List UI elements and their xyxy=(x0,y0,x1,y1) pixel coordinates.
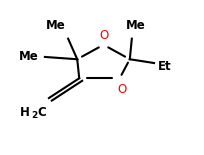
Text: Me: Me xyxy=(125,19,145,32)
Text: H: H xyxy=(20,106,29,119)
Text: Me: Me xyxy=(19,50,39,63)
Text: Et: Et xyxy=(157,60,171,73)
Text: C: C xyxy=(37,106,46,119)
Text: 2: 2 xyxy=(31,111,37,120)
Text: O: O xyxy=(98,29,108,42)
Text: Me: Me xyxy=(46,19,65,32)
Text: O: O xyxy=(116,83,126,96)
